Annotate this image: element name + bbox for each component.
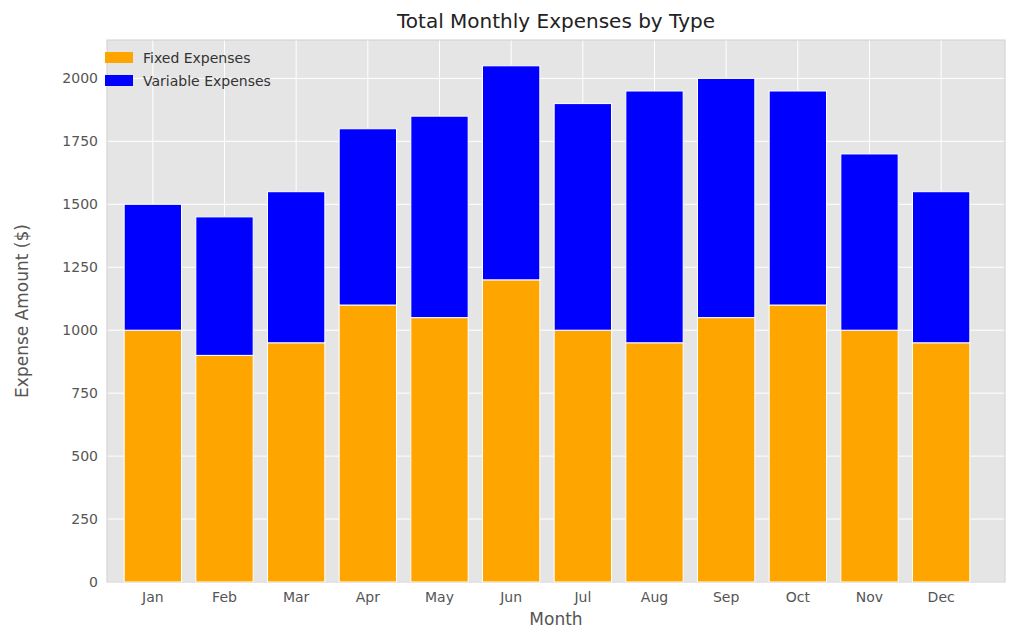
x-tick-label: May	[425, 589, 454, 605]
bar	[913, 343, 970, 582]
y-tick-label: 1000	[62, 322, 98, 338]
bar	[554, 104, 611, 331]
x-tick-label: Aug	[641, 589, 668, 605]
x-tick-label: Jul	[573, 589, 591, 605]
x-tick-label: Jun	[499, 589, 522, 605]
y-tick-label: 1250	[62, 259, 98, 275]
bar	[268, 192, 325, 343]
bar	[483, 280, 540, 582]
bar	[913, 192, 970, 343]
bar	[124, 330, 181, 582]
x-tick-label: Sep	[713, 589, 740, 605]
bar	[411, 318, 468, 582]
legend-swatch	[105, 52, 133, 63]
y-axis-label: Expense Amount ($)	[12, 224, 32, 398]
x-tick-label: Dec	[928, 589, 955, 605]
y-tick-label: 250	[71, 511, 98, 527]
bar	[196, 355, 253, 582]
bar	[339, 129, 396, 305]
y-tick-label: 750	[71, 385, 98, 401]
legend-label: Variable Expenses	[143, 73, 271, 89]
x-tick-label: Mar	[283, 589, 310, 605]
bar	[483, 66, 540, 280]
plot-background	[107, 40, 1005, 582]
x-tick-label: Jan	[141, 589, 164, 605]
bar	[626, 91, 683, 343]
bar	[268, 343, 325, 582]
y-tick-label: 1750	[62, 133, 98, 149]
legend-label: Fixed Expenses	[143, 50, 250, 66]
x-axis-label: Month	[529, 609, 582, 629]
bars	[124, 66, 970, 582]
bar	[841, 154, 898, 330]
chart-svg: 0 250 500 750 1000 1250 1500 1750 2000 Jan Feb Mar A…	[0, 0, 1024, 641]
bar	[841, 330, 898, 582]
y-tick-label: 1500	[62, 196, 98, 212]
bar	[626, 343, 683, 582]
bar	[769, 305, 826, 582]
bar	[411, 116, 468, 317]
x-tick-label: Feb	[212, 589, 237, 605]
y-tick-label: 2000	[62, 70, 98, 86]
title: Total Monthly Expenses by Type	[396, 9, 715, 33]
bar	[698, 78, 755, 317]
bar	[339, 305, 396, 582]
bar	[698, 318, 755, 582]
legend: Fixed Expenses Variable Expenses	[105, 50, 271, 89]
bar	[196, 217, 253, 355]
legend-swatch	[105, 75, 133, 86]
bar	[769, 91, 826, 305]
bar	[554, 330, 611, 582]
chart-root: 0 250 500 750 1000 1250 1500 1750 2000 Jan Feb Mar A…	[0, 0, 1024, 641]
y-tick-label: 500	[71, 448, 98, 464]
plot-frame	[107, 40, 1005, 582]
x-tick-label: Nov	[856, 589, 883, 605]
x-tick-label: Oct	[786, 589, 811, 605]
bar	[124, 204, 181, 330]
x-tick-label: Apr	[356, 589, 380, 605]
y-tick-label: 0	[89, 574, 98, 590]
